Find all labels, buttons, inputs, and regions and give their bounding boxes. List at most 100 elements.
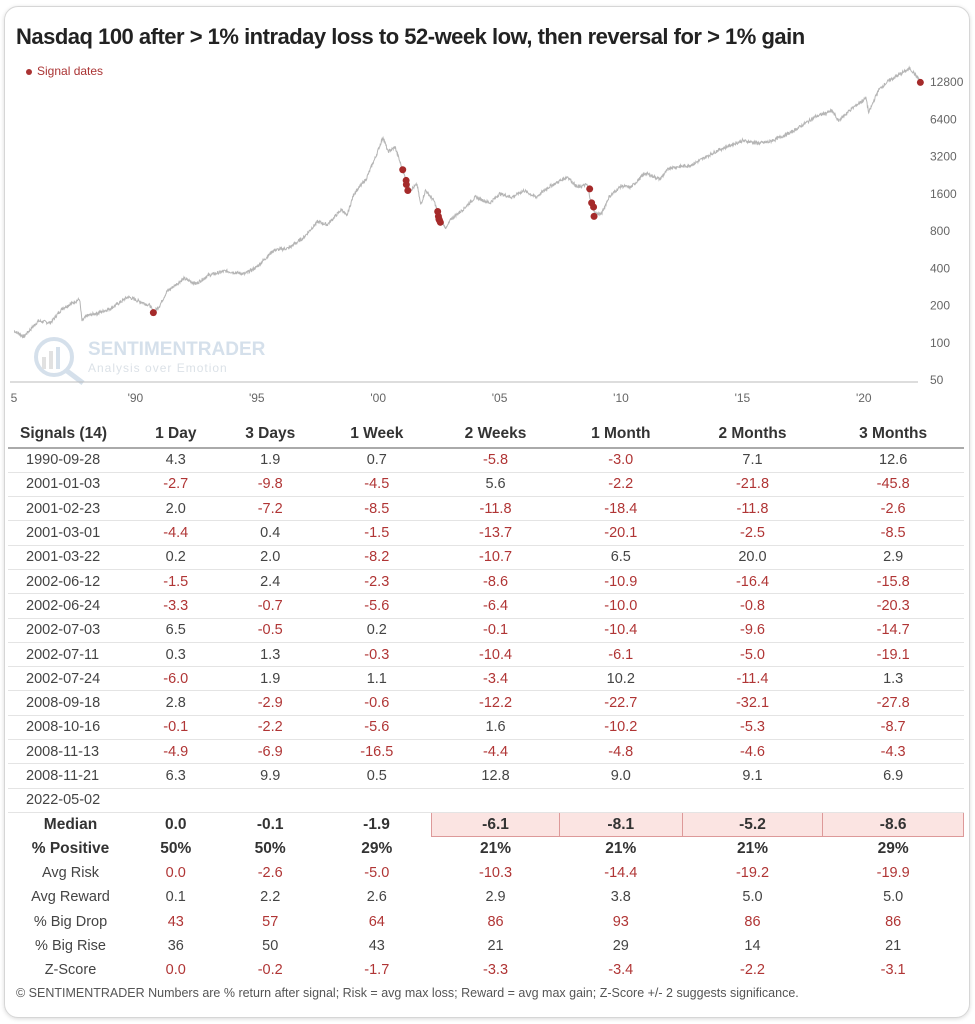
signals-table: Signals (14) 1 Day 3 Days 1 Week 2 Weeks 1 Mo… <box>8 420 964 983</box>
return-cell: -0.1 <box>133 715 219 741</box>
stat-value: 50 <box>262 938 279 955</box>
stat-value: 86 <box>744 913 761 930</box>
stat-value: 21% <box>480 840 512 858</box>
return-cell: 0.5 <box>321 763 432 789</box>
stat-value: 0.0 <box>165 865 186 882</box>
x-tick-label: '15 <box>735 391 751 405</box>
stat-value: -3.1 <box>880 962 906 979</box>
signal-point <box>590 212 598 220</box>
stat-value: 21 <box>885 938 902 955</box>
return-cell: -15.8 <box>822 569 964 595</box>
return-cell: -4.4 <box>431 739 560 765</box>
return-cell: -5.6 <box>321 593 432 619</box>
stat-value: 43 <box>167 913 184 930</box>
stat-label: % Positive <box>31 839 110 857</box>
return-cell: -3.0 <box>559 448 683 473</box>
return-cell: 12.8 <box>431 763 560 789</box>
return-cell: -21.8 <box>682 472 823 498</box>
return-cell: 0.3 <box>133 642 219 668</box>
stat-value: 2.2 <box>260 889 281 906</box>
return-cell: 0.2 <box>133 545 219 570</box>
stat-label: Avg Reward <box>31 889 110 906</box>
stat-value: -5.0 <box>364 865 390 882</box>
footer-note: © SENTIMENTRADER Numbers are % return af… <box>16 986 799 1000</box>
stat-value: -3.4 <box>608 962 634 979</box>
return-cell: -2.9 <box>218 690 322 716</box>
stat-value: -1.9 <box>363 815 390 833</box>
signal-row: 2001-01-03 -2.7 -9.8 -4.5 5.6 -2.2 -21.8 -45.8 <box>8 472 964 498</box>
return-cell: -0.7 <box>218 593 322 619</box>
return-cell: -9.6 <box>682 618 823 643</box>
signal-row: 2008-09-18 2.8 -2.9 -0.6 -12.2 -22.7 -32.1 -27.… <box>8 690 964 716</box>
stat-value: 21 <box>487 938 504 955</box>
return-cell: 7.1 <box>682 448 823 473</box>
return-cell: -4.8 <box>559 739 683 765</box>
return-cell: -19.1 <box>822 642 964 668</box>
stat-value: -8.1 <box>558 811 683 838</box>
y-tick-label: 50 <box>930 373 944 387</box>
y-tick-label: 800 <box>930 224 950 238</box>
y-tick-label: 6400 <box>930 112 957 126</box>
signal-point <box>916 78 924 86</box>
stat-value: 29% <box>877 840 909 858</box>
x-tick-label: '05 <box>492 391 508 405</box>
watermark: SENTIMENTRADER Analysis over Emotion <box>28 335 265 390</box>
column-header: 2 Months <box>682 420 823 449</box>
return-cell: 1.9 <box>218 448 322 473</box>
return-cell: 10.2 <box>559 666 683 692</box>
signal-date: 2001-01-03 <box>8 472 133 498</box>
return-cell: 6.3 <box>133 763 219 789</box>
signal-date: 2002-07-11 <box>8 642 133 668</box>
return-cell: -18.4 <box>559 496 683 522</box>
return-cell: 20.0 <box>682 545 823 570</box>
return-cell: -0.5 <box>218 618 322 643</box>
return-cell: -2.6 <box>822 496 964 522</box>
stat-value: -0.2 <box>257 962 283 979</box>
stat-value: 57 <box>262 913 279 930</box>
stat-value: -19.2 <box>735 865 770 882</box>
return-cell: -13.7 <box>431 520 560 546</box>
return-cell: -0.1 <box>431 618 560 643</box>
stat-value: -8.6 <box>822 811 964 838</box>
stat-value: 86 <box>487 913 504 930</box>
signal-date: 2022-05-02 <box>8 788 133 813</box>
return-cell: -4.6 <box>682 739 823 765</box>
stat-row: Z-Score 0.0 -0.2 -1.7 -3.3 -3.4 -2.2 -3.1 <box>8 958 964 982</box>
column-header: Signals (14) <box>8 420 133 449</box>
stat-value: 2.6 <box>366 889 387 906</box>
signal-point <box>436 218 444 226</box>
return-cell: 6.9 <box>822 763 964 789</box>
stat-value: 0.0 <box>164 815 187 833</box>
y-tick-label: 200 <box>930 299 950 313</box>
stat-label: Median <box>43 815 98 833</box>
stat-value: 5.0 <box>883 889 904 906</box>
return-cell <box>559 788 683 813</box>
return-cell <box>682 788 823 813</box>
signal-row: 2001-03-01 -4.4 0.4 -1.5 -13.7 -20.1 -2.5 -8.5 <box>8 520 964 546</box>
return-cell: -8.5 <box>822 520 964 546</box>
signal-point <box>590 203 598 211</box>
return-cell: 6.5 <box>559 545 683 570</box>
return-cell: -9.8 <box>218 472 322 498</box>
return-cell <box>218 788 322 813</box>
return-cell: -4.4 <box>133 520 219 546</box>
return-cell: -5.3 <box>682 715 823 741</box>
legend: Signal dates <box>26 64 103 78</box>
return-cell: -6.1 <box>559 642 683 668</box>
return-cell: 1.3 <box>822 666 964 692</box>
stat-value: -1.7 <box>364 962 390 979</box>
return-cell: -14.7 <box>822 618 964 643</box>
watermark-tagline: Analysis over Emotion <box>88 361 228 375</box>
stat-value: 14 <box>744 938 761 955</box>
return-cell: -6.4 <box>431 593 560 619</box>
signal-point <box>399 166 407 174</box>
x-tick-label: 5 <box>11 391 18 405</box>
return-cell: -6.9 <box>218 739 322 765</box>
stat-value: 93 <box>612 913 629 930</box>
signal-point <box>586 185 594 193</box>
price-chart: 5 '90 '95 '00 '05 '10 '15 '20 50 100 200 400 800 1600… <box>10 65 964 405</box>
stat-value: 29% <box>361 839 393 857</box>
signal-date: 2002-06-12 <box>8 569 133 595</box>
return-cell: 1.9 <box>218 666 322 692</box>
return-cell: -3.3 <box>133 593 219 619</box>
